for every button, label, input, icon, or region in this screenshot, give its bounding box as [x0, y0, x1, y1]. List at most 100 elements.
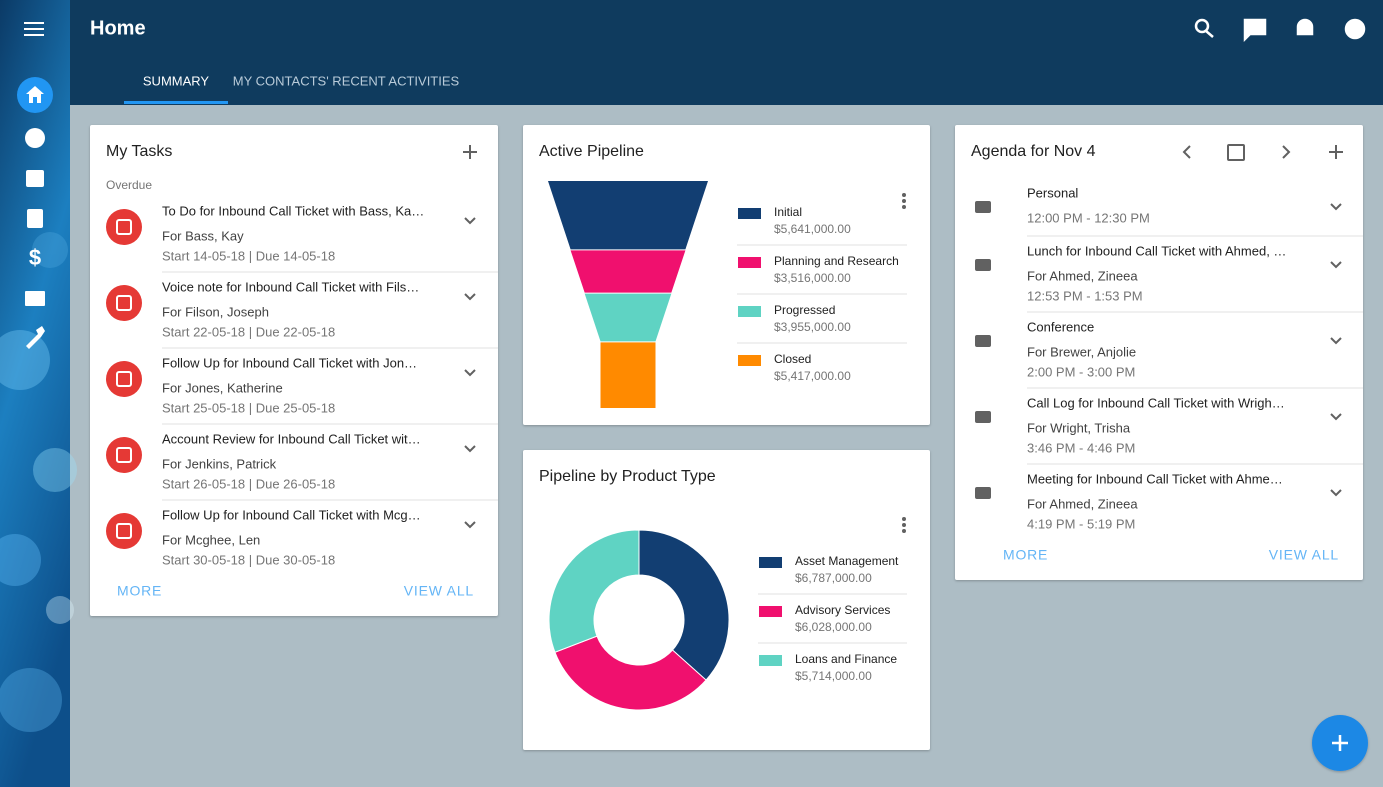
nav-tools[interactable]: [26, 326, 45, 349]
event-contact: For Ahmed, Zineea: [1027, 496, 1138, 511]
agenda-icon: [975, 259, 991, 271]
card-title: Agenda for Nov 4: [971, 143, 1096, 160]
legend-label: Closed: [774, 352, 811, 366]
task-icon: [106, 437, 142, 473]
agenda-icon: [975, 335, 991, 347]
nav-calendar[interactable]: [26, 170, 44, 187]
task-contact: For Filson, Joseph: [162, 304, 269, 319]
view-all-button[interactable]: VIEW ALL: [404, 583, 474, 599]
task-icon-glyph: [116, 523, 132, 539]
task-title[interactable]: Follow Up for Inbound Call Ticket with J…: [162, 355, 417, 370]
view-all-button[interactable]: VIEW ALL: [1269, 547, 1339, 563]
home-icon: [26, 86, 44, 103]
task-dates: Start 25-05-18 | Due 25-05-18: [162, 400, 335, 415]
legend-value: $5,714,000.00: [795, 669, 872, 683]
agenda-icon: [975, 201, 991, 213]
expand-button[interactable]: [1330, 261, 1342, 269]
event-title[interactable]: Meeting for Inbound Call Ticket with Ahm…: [1027, 471, 1283, 486]
task-dates: Start 22-05-18 | Due 22-05-18: [162, 324, 335, 339]
page-title: Home: [90, 17, 146, 39]
legend-swatch: [738, 355, 761, 366]
task-title[interactable]: Follow Up for Inbound Call Ticket with M…: [162, 507, 421, 522]
task-title[interactable]: Voice note for Inbound Call Ticket with …: [162, 279, 419, 294]
event-time: 12:53 PM - 1:53 PM: [1027, 288, 1143, 303]
legend-swatch: [759, 655, 782, 666]
task-icon-glyph: [116, 371, 132, 387]
funnel-segment: [584, 293, 672, 342]
nav-contacts[interactable]: [25, 128, 45, 148]
legend-swatch: [759, 557, 782, 568]
calendar-button[interactable]: [1227, 144, 1245, 161]
notifications-button[interactable]: [1296, 18, 1314, 36]
donut-segment: [548, 529, 640, 653]
more-button[interactable]: MORE: [117, 583, 162, 599]
task-icon: [106, 285, 142, 321]
event-title[interactable]: Personal: [1027, 185, 1078, 200]
task-icon-glyph: [116, 219, 132, 235]
expand-button[interactable]: [464, 369, 476, 377]
task-title[interactable]: Account Review for Inbound Call Ticket w…: [162, 431, 421, 446]
expand-button[interactable]: [464, 293, 476, 301]
task-icon: [106, 513, 142, 549]
add-task-button[interactable]: [463, 145, 477, 159]
legend-label: Loans and Finance: [795, 652, 897, 666]
expand-button[interactable]: [464, 521, 476, 529]
account-button[interactable]: [1344, 18, 1366, 40]
nav-icons: $: [25, 128, 45, 349]
menu-button[interactable]: [24, 22, 44, 36]
sidebar-bokeh: [0, 232, 77, 732]
add-event-button[interactable]: [1329, 145, 1343, 159]
legend-swatch: [738, 306, 761, 317]
tab[interactable]: MY CONTACTS' RECENT ACTIVITIES: [233, 73, 460, 88]
task-dates: Start 30-05-18 | Due 30-05-18: [162, 552, 335, 567]
task-contact: For Mcghee, Len: [162, 532, 260, 547]
card-title: Active Pipeline: [539, 143, 644, 160]
chat-button[interactable]: [1243, 18, 1267, 43]
donut-segment: [554, 635, 707, 711]
legend-value: $5,641,000.00: [774, 222, 851, 236]
expand-button[interactable]: [1330, 489, 1342, 497]
event-contact: For Ahmed, Zineea: [1027, 268, 1138, 283]
task-dates: Start 14-05-18 | Due 14-05-18: [162, 248, 335, 263]
legend-label: Initial: [774, 205, 802, 219]
event-title[interactable]: Lunch for Inbound Call Ticket with Ahmed…: [1027, 243, 1286, 258]
expand-button[interactable]: [1330, 203, 1342, 211]
more-button[interactable]: MORE: [1003, 547, 1048, 563]
task-icon-glyph: [116, 447, 132, 463]
nav-mail[interactable]: [25, 291, 45, 306]
legend-label: Advisory Services: [795, 603, 890, 617]
expand-button[interactable]: [1330, 413, 1342, 421]
card-title: My Tasks: [106, 143, 172, 160]
task-icon: [106, 209, 142, 245]
app-bar: [70, 0, 1383, 105]
prev-day-button[interactable]: [1182, 145, 1191, 159]
expand-button[interactable]: [464, 217, 476, 225]
task-title[interactable]: To Do for Inbound Call Ticket with Bass,…: [162, 203, 424, 218]
task-contact: For Jenkins, Patrick: [162, 456, 277, 471]
task-contact: For Jones, Katherine: [162, 380, 283, 395]
event-title[interactable]: Call Log for Inbound Call Ticket with Wr…: [1027, 395, 1285, 410]
kebab-menu[interactable]: [902, 517, 906, 533]
legend-swatch: [759, 606, 782, 617]
task-contact: For Bass, Kay: [162, 228, 244, 243]
nav-tasks[interactable]: [27, 209, 43, 228]
tab-indicator: [124, 101, 228, 104]
section-label: Overdue: [106, 178, 152, 192]
expand-button[interactable]: [1330, 337, 1342, 345]
expand-button[interactable]: [464, 445, 476, 453]
legend-value: $3,955,000.00: [774, 320, 851, 334]
agenda-controls: [1182, 144, 1343, 161]
next-day-button[interactable]: [1282, 145, 1291, 159]
tab[interactable]: SUMMARY: [143, 73, 210, 88]
task-icon: [106, 361, 142, 397]
event-time: 2:00 PM - 3:00 PM: [1027, 364, 1135, 379]
kebab-menu[interactable]: [902, 193, 906, 209]
search-button[interactable]: [1194, 18, 1210, 34]
nav-sales[interactable]: $: [29, 245, 41, 270]
event-contact: For Brewer, Anjolie: [1027, 344, 1136, 359]
legend-swatch: [738, 208, 761, 219]
agenda-icon: [975, 487, 991, 499]
event-title[interactable]: Conference: [1027, 319, 1094, 334]
header-icons: [1194, 18, 1366, 43]
